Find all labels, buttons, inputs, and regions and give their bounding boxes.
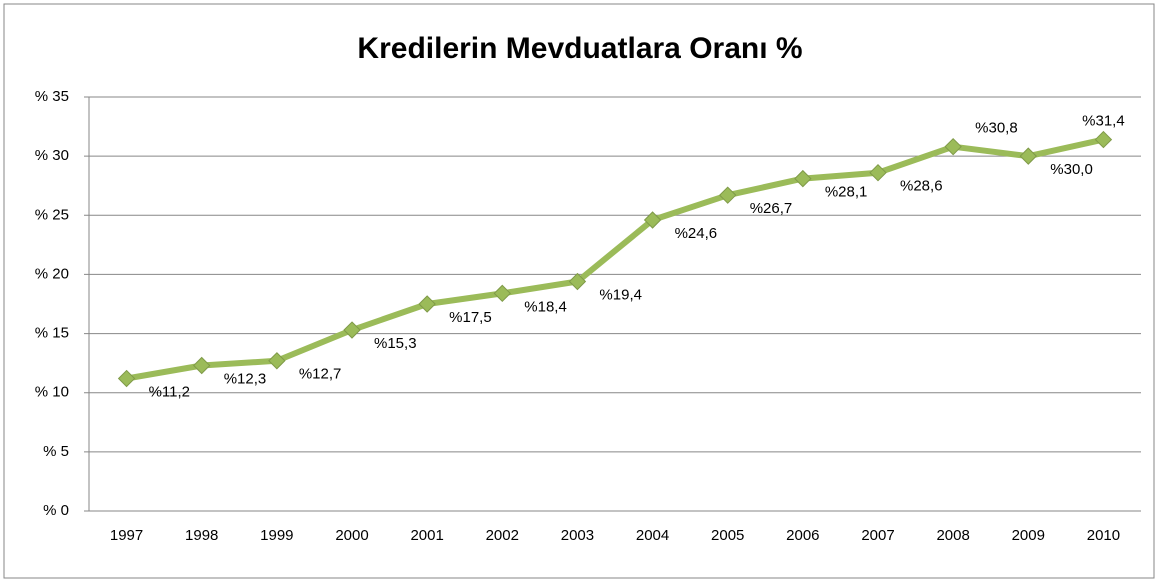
x-tick-label: 2008 [936, 527, 969, 544]
marker [794, 169, 812, 188]
y-tick-label: % 15 [35, 325, 69, 342]
marker [643, 211, 662, 229]
data-label: %11,2 [149, 383, 190, 400]
x-tick-label: 1998 [185, 527, 218, 544]
marker [944, 137, 962, 156]
x-tick-label: 2010 [1087, 527, 1120, 544]
data-label: %24,6 [675, 225, 718, 242]
data-label: %18,4 [524, 298, 567, 315]
x-tick-label: 2004 [636, 527, 669, 544]
data-label: %26,7 [750, 200, 793, 217]
data-label: %28,1 [825, 184, 868, 201]
y-tick-label: % 5 [43, 443, 69, 460]
marker [343, 321, 361, 339]
x-tick-label: 2000 [335, 527, 368, 544]
x-tick-label: 2002 [486, 527, 519, 544]
x-tick-label: 2009 [1012, 527, 1045, 544]
data-label: %15,3 [374, 335, 417, 352]
y-tick-label: % 10 [35, 384, 69, 401]
chart-title: Kredilerin Mevduatlara Oranı % [357, 32, 802, 65]
data-label: %19,4 [599, 286, 642, 303]
x-tick-label: 2001 [410, 527, 443, 544]
data-label: %12,7 [299, 366, 342, 383]
marker [117, 369, 136, 388]
y-tick-label: % 20 [35, 265, 69, 282]
marker [268, 352, 286, 370]
y-tick-label: % 0 [43, 502, 69, 519]
chart-border [3, 3, 1155, 579]
x-tick-label: 2005 [711, 527, 744, 544]
x-tick-label: 2003 [561, 527, 594, 544]
x-tick-label: 1997 [110, 527, 143, 544]
x-tick-label: 2007 [861, 527, 894, 544]
marker [1019, 147, 1037, 165]
data-label: %30,0 [1050, 161, 1093, 178]
marker [719, 186, 737, 204]
data-label: %28,6 [900, 178, 943, 195]
y-tick-label: % 25 [35, 206, 69, 223]
marker [193, 356, 211, 375]
y-tick-label: % 30 [35, 147, 69, 164]
line [123, 136, 1107, 382]
marker [1094, 130, 1113, 149]
marker [418, 295, 436, 313]
y-tick-label: % 35 [35, 88, 69, 105]
x-tick-label: 2006 [786, 527, 819, 544]
data-label: %31,4 [1082, 113, 1125, 130]
marker [493, 284, 511, 303]
data-label: %17,5 [449, 309, 492, 326]
data-label: %30,8 [975, 120, 1018, 137]
data-label: %12,3 [224, 370, 267, 387]
x-tick-label: 1999 [260, 527, 293, 544]
marker [869, 163, 887, 182]
marker [568, 272, 587, 291]
